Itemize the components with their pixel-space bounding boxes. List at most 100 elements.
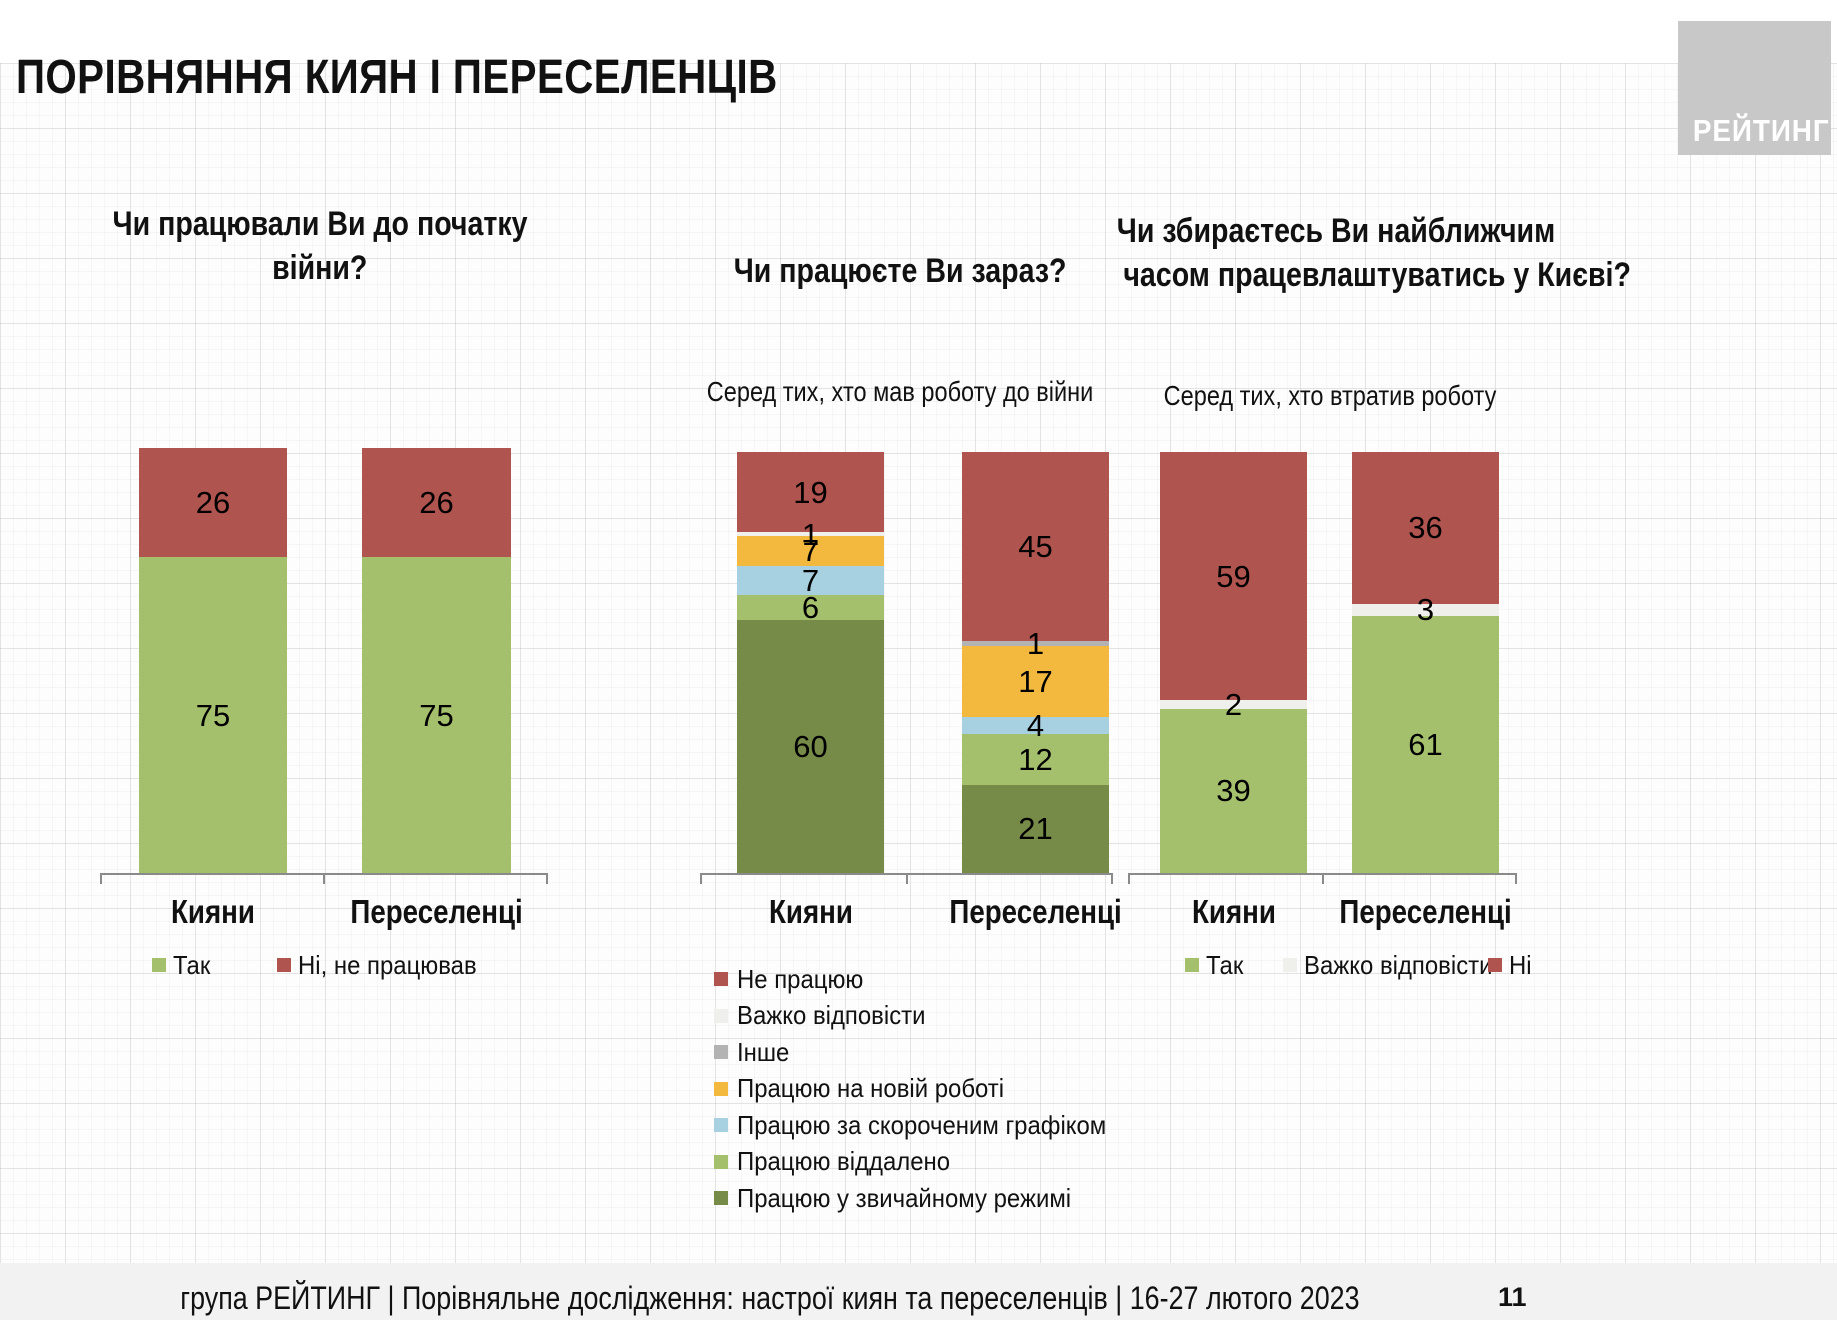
axis-tick xyxy=(700,875,702,884)
category-label: Кияни xyxy=(768,893,853,930)
category-label: Кияни xyxy=(171,893,255,930)
bar-value-label: 75 xyxy=(195,697,231,733)
legend-swatch xyxy=(714,1118,728,1133)
legend-label: Ні xyxy=(1509,949,1532,980)
bar-value-label: 21 xyxy=(1018,811,1053,847)
bar-segment: 75 xyxy=(362,557,511,873)
bar-value-label: 61 xyxy=(1408,727,1443,763)
legend-label: Важко відповісти xyxy=(737,1000,926,1031)
legend-swatch xyxy=(1185,958,1199,972)
bar-segment: 6 xyxy=(737,590,884,626)
bar-segment: 19 xyxy=(737,452,884,533)
legend-item: Працюю за скороченим графіком xyxy=(714,1107,1138,1144)
rating-logo-text: РЕЙТИНГ xyxy=(1692,113,1830,148)
axis-tick xyxy=(546,875,548,884)
legend-swatch xyxy=(152,958,166,972)
chart3-title: Чи збираєтесь Ви найближчим часом працевл… xyxy=(1116,212,1631,294)
bar-segment: 59 xyxy=(1160,452,1307,701)
legend-label: Працюю віддалено xyxy=(737,1146,951,1177)
legend: Не працюю Важко відповісти Інше Працюю на н… xyxy=(714,961,1138,1217)
axis-tick xyxy=(1111,875,1113,884)
bar-value-label: 1 xyxy=(801,516,820,552)
axis-tick xyxy=(1515,875,1517,884)
legend-label: Ні, не працював xyxy=(298,949,477,980)
legend-label: Так xyxy=(173,949,211,980)
bar-value-label: 39 xyxy=(1216,773,1251,809)
chart1-bar-pereselentsi: 26 75 xyxy=(362,447,511,873)
rating-logo: РЕЙТИНГ xyxy=(1678,21,1831,155)
bar-segment: 61 xyxy=(1352,616,1499,873)
legend-label: Інше xyxy=(737,1036,790,1067)
bar-value-label: 60 xyxy=(793,729,828,765)
bar-value-label: 12 xyxy=(1018,741,1053,777)
chart2-title: Чи працюєте Ви зараз? xyxy=(733,252,1067,290)
legend-label: Важко відповісти xyxy=(1304,949,1493,980)
axis-line xyxy=(700,873,1113,885)
chart2-subtitle: Серед тих, хто мав роботу до війни xyxy=(706,376,1094,407)
category-label: Переселенці xyxy=(1339,893,1512,930)
footer-text: група РЕЙТИНГ | Порівняльне дослідження:… xyxy=(180,1280,1360,1316)
bar-segment: 21 xyxy=(962,784,1109,873)
legend-item: Важко відповісти xyxy=(1283,949,1509,980)
bar-value-label: 36 xyxy=(1408,510,1443,546)
legend-swatch xyxy=(277,958,291,972)
bar-value-label: 26 xyxy=(419,485,454,521)
bar-segment: 7 xyxy=(737,565,884,596)
legend-swatch xyxy=(1488,958,1502,972)
bar-segment: 12 xyxy=(962,734,1109,785)
bar-segment: 2 xyxy=(1160,689,1307,720)
page-title: ПОРІВНЯННЯ КИЯН І ПЕРЕСЕЛЕНЦІВ xyxy=(16,51,778,104)
bar-value-label: 7 xyxy=(801,533,820,569)
legend-item: Ні xyxy=(1488,949,1534,980)
legend-label: Так xyxy=(1206,949,1244,980)
bar-segment: 17 xyxy=(962,645,1109,718)
bar-value-label: 26 xyxy=(195,485,231,521)
axis-line xyxy=(1128,873,1517,885)
legend-label: Не працюю xyxy=(737,963,864,994)
bar-segment: 4 xyxy=(962,710,1109,741)
bar-segment: 7 xyxy=(737,533,884,569)
legend-label: Працюю у звичайному режимі xyxy=(737,1182,1072,1213)
bar-value-label: 3 xyxy=(1416,592,1435,628)
legend-item: Так xyxy=(1185,949,1247,980)
axis-tick xyxy=(100,875,102,884)
page-number: 11 xyxy=(1498,1282,1527,1312)
legend-item: Так xyxy=(152,949,214,980)
legend-swatch xyxy=(714,1081,728,1096)
bar-value-label: 4 xyxy=(1026,708,1045,744)
category-label: Переселенці xyxy=(350,893,523,930)
bar-value-label: 1 xyxy=(1026,626,1045,662)
legend-label: Працюю за скороченим графіком xyxy=(737,1109,1107,1140)
bar-segment: 3 xyxy=(1352,594,1499,625)
legend-item: Ні, не працював xyxy=(277,949,492,980)
legend-swatch xyxy=(714,1154,728,1169)
legend-swatch xyxy=(714,1191,728,1206)
axis-tick xyxy=(323,875,325,884)
category-label: Кияни xyxy=(1191,893,1276,930)
axis-tick xyxy=(905,875,908,884)
axis-line xyxy=(100,873,548,885)
bar-value-label: 59 xyxy=(1216,558,1251,594)
bar-value-label: 6 xyxy=(801,590,820,626)
bar-value-label: 45 xyxy=(1018,529,1053,565)
grid-background xyxy=(0,63,1837,1263)
bar-segment: 26 xyxy=(139,447,287,558)
footer-band xyxy=(0,1263,1837,1320)
legend-label: Працюю на новій роботі xyxy=(737,1073,1005,1104)
legend-swatch xyxy=(714,972,728,987)
bar-segment: 1 xyxy=(737,519,884,550)
chart1-bar-kyiany: 26 75 xyxy=(139,447,287,873)
chart1-title: Чи працювали Ви до початку війни? xyxy=(112,205,528,287)
bar-segment: 60 xyxy=(737,620,884,873)
axis-tick xyxy=(1128,875,1130,884)
chart2-bar-pereselentsi: 45 1 17 4 12 21 xyxy=(962,452,1109,873)
bar-segment: 75 xyxy=(139,557,287,873)
bar-segment: 26 xyxy=(362,447,511,558)
bar-value-label: 19 xyxy=(793,474,828,510)
legend-item: Інше xyxy=(714,1034,1138,1071)
bar-segment: 39 xyxy=(1160,708,1307,873)
axis-tick xyxy=(1321,875,1324,884)
chart3-bar-pereselentsi: 36 3 61 xyxy=(1352,452,1499,873)
legend-item: Працюю віддалено xyxy=(714,1144,1138,1181)
